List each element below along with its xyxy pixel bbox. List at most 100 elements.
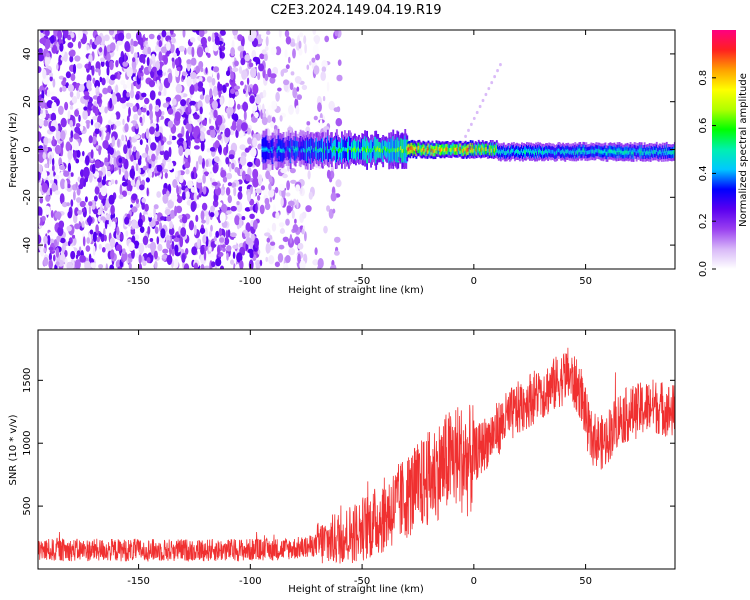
heatmap-cell — [91, 65, 95, 76]
heatmap-cell — [147, 46, 152, 55]
heatmap-cell — [640, 148, 643, 153]
heatmap-cell — [577, 150, 580, 155]
heatmap-cell — [286, 146, 289, 151]
heatmap-cell — [207, 36, 212, 42]
heatmap-cell — [196, 178, 203, 183]
heatmap-cell — [505, 151, 508, 155]
heatmap-cell — [41, 170, 48, 179]
heatmap-cell — [178, 137, 184, 142]
snr-series-line — [38, 347, 675, 564]
heatmap-cell — [266, 30, 271, 35]
heatmap-cell — [648, 149, 651, 154]
heatmap-cell — [265, 146, 268, 151]
heatmap-cell — [204, 47, 209, 53]
heatmap-cell — [460, 148, 463, 153]
heatmap-cell — [668, 150, 671, 155]
heatmap-cell — [38, 105, 41, 116]
heatmap-cell — [393, 148, 396, 153]
heatmap-cell — [237, 45, 245, 52]
heatmap-cell — [265, 242, 270, 254]
heatmap-cell — [100, 216, 106, 221]
heatmap-cell — [297, 242, 304, 250]
heatmap-cell — [399, 147, 402, 152]
heatmap-cell — [198, 30, 205, 38]
heatmap-cell — [230, 47, 236, 57]
heatmap-cell — [115, 244, 123, 252]
heatmap-cell — [68, 240, 71, 247]
heatmap-cell — [603, 149, 606, 154]
heatmap-cell — [349, 146, 351, 150]
heatmap-cell — [289, 168, 296, 174]
heatmap-cell — [104, 157, 108, 163]
heatmap-cell — [252, 168, 259, 180]
heatmap-cell — [156, 147, 159, 158]
heatmap-cell — [189, 100, 196, 106]
heatmap-cell — [285, 255, 291, 263]
heatmap-cell — [122, 118, 125, 126]
heatmap-cell — [170, 193, 178, 202]
heatmap-cell — [330, 147, 333, 152]
colorbar-tick-label: 0.2 — [698, 213, 709, 229]
heatmap-cell — [197, 238, 201, 249]
heatmap-cell — [171, 37, 176, 44]
heatmap-cell — [502, 148, 505, 153]
heatmap-cell — [115, 111, 121, 120]
heatmap-cell — [99, 130, 102, 137]
heatmap-cell — [234, 215, 240, 226]
heatmap-cell — [79, 216, 83, 223]
heatmap-cell — [200, 210, 205, 221]
heatmap-cell — [150, 142, 157, 151]
heatmap-cell — [164, 208, 171, 216]
heatmap-cell — [60, 178, 66, 190]
heatmap-cell — [156, 236, 160, 245]
heatmap-cell — [180, 227, 187, 237]
snr-x-ticks: -150 -100 -50 0 50 — [127, 330, 592, 587]
heatmap-cell — [294, 146, 297, 151]
heatmap-cell — [56, 63, 59, 70]
heatmap-cell — [78, 184, 84, 190]
heatmap-cell — [535, 149, 537, 153]
heatmap-cell — [381, 148, 384, 153]
heatmap-cell — [295, 147, 298, 152]
heatmap-cell — [263, 146, 266, 151]
snr-frame — [37, 329, 676, 570]
heatmap-cell — [657, 151, 660, 156]
heatmap-cell — [86, 80, 92, 90]
heatmap-cell — [70, 32, 75, 39]
heatmap-cell — [489, 146, 492, 150]
heatmap-cell — [173, 237, 181, 243]
heatmap-cell — [356, 148, 358, 153]
heatmap-cell — [671, 150, 674, 155]
heatmap-cell — [99, 76, 103, 83]
heatmap-cell — [250, 30, 257, 39]
heatmap-cell — [268, 183, 272, 191]
heatmap-cell — [151, 153, 156, 162]
heatmap-cell — [664, 151, 667, 156]
chart-title: C2E3.2024.149.04.19.R19 — [270, 3, 441, 18]
heatmap-cell — [645, 150, 648, 155]
heatmap-cell — [170, 209, 176, 219]
heatmap-cell — [324, 35, 330, 43]
heatmap-cell — [617, 150, 620, 155]
heatmap-cell — [205, 67, 208, 74]
heatmap-cell — [247, 191, 251, 202]
heatmap-cell — [310, 145, 313, 150]
heatmap-cell — [111, 221, 116, 230]
heatmap-cell — [652, 150, 655, 154]
heatmap-cell — [166, 50, 172, 55]
heatmap-cell — [214, 240, 220, 245]
heatmap-cell — [175, 205, 183, 214]
heatmap-cell — [48, 259, 53, 269]
heatmap-cell — [659, 150, 662, 154]
colorbar-label: Normalized spectral amplitude — [738, 73, 749, 227]
heatmap-cell — [126, 78, 131, 90]
heatmap-cell — [41, 182, 49, 193]
heatmap-cell — [142, 114, 146, 124]
heatmap-cell — [74, 259, 81, 269]
heatmap-cell — [88, 253, 92, 263]
heatmap-cell — [279, 228, 285, 234]
heatmap-x-axis-label: Height of straight line (km) — [288, 285, 424, 296]
heatmap-cell — [106, 53, 111, 62]
heatmap-cell — [534, 151, 536, 156]
heatmap-cell — [271, 222, 277, 232]
